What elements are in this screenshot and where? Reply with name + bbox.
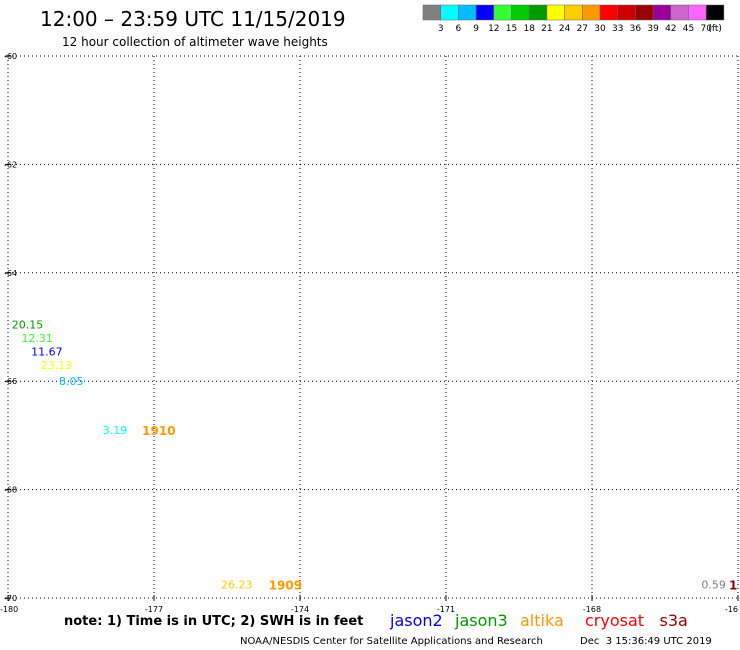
- swh-value-label: 20.15: [12, 318, 44, 331]
- footer-note: note: 1) Time is in UTC; 2) SWH is in fe…: [64, 614, 363, 629]
- colorbar-swatch: [599, 4, 618, 21]
- swh-value-label: 0.59: [701, 578, 726, 591]
- colorbar-swatch: [440, 4, 459, 21]
- y-tick-label: -62: [4, 160, 17, 169]
- y-tick-label: -70: [4, 594, 17, 603]
- colorbar-label: 45: [683, 24, 694, 34]
- swh-value-label: 3.19: [103, 424, 128, 437]
- colorbar-label: 70: [700, 24, 712, 34]
- x-tick-label: -177: [145, 605, 163, 614]
- y-tick-label: -66: [4, 377, 17, 386]
- swh-value-label: 12.31: [21, 332, 53, 345]
- colorbar-label: 15: [506, 24, 517, 34]
- colorbar-label: 30: [594, 24, 606, 34]
- colorbar-legend: 3 6 9 12 15 18 21 24 27 30 33 36 39 42 45 70(ft): [422, 4, 725, 34]
- colorbar-swatch: [670, 4, 689, 21]
- colorbar-swatch: [688, 4, 707, 21]
- pass-time-label: 1910: [142, 424, 175, 438]
- colorbar-swatch: [511, 4, 530, 21]
- colorbar-swatch: [564, 4, 583, 21]
- grid: [7, 55, 739, 599]
- axis-ticks: -60 -62 -64 -66 -68 -70 -180 -177 -174 -171 -168 -1…: [0, 52, 739, 614]
- colorbar-label: 24: [559, 24, 571, 34]
- satellite-name: s3a: [660, 611, 688, 630]
- colorbar-label: 3: [438, 24, 444, 34]
- colorbar-label: 12: [488, 24, 499, 34]
- colorbar-swatch: [458, 4, 477, 21]
- satellite-name: cryosat: [585, 611, 644, 630]
- colorbar-label: 33: [612, 24, 623, 34]
- satellite-name: jason3: [454, 611, 508, 630]
- colorbar-swatch: [546, 4, 565, 21]
- y-tick-label: -68: [4, 486, 17, 495]
- colorbar-label: 6: [456, 24, 462, 34]
- colorbar-swatch: [493, 4, 512, 21]
- colorbar-label: 39: [647, 24, 659, 34]
- colorbar-swatch: [635, 4, 654, 21]
- chart-subtitle: 12 hour collection of altimeter wave hei…: [62, 35, 328, 49]
- satellite-name: altika: [520, 611, 564, 630]
- colorbar-swatch: [617, 4, 636, 21]
- x-tick-label: -168: [583, 605, 601, 614]
- colorbar-label: 21: [541, 24, 552, 34]
- colorbar-label: 42: [665, 24, 676, 34]
- colorbar-unit: (ft): [708, 24, 722, 34]
- y-tick-label: -64: [4, 269, 17, 278]
- footer-credit: NOAA/NESDIS Center for Satellite Applica…: [240, 636, 543, 647]
- colorbar-swatch: [652, 4, 672, 21]
- colorbar-label: 27: [577, 24, 588, 34]
- swh-value-label: 8.05: [59, 375, 84, 388]
- pass-time-label: 1909: [269, 578, 302, 592]
- x-tick-label: -180: [0, 605, 18, 614]
- swh-value-label: 11.67: [31, 345, 63, 358]
- x-tick-label: -16: [725, 605, 738, 614]
- colorbar-swatch: [705, 4, 725, 21]
- colorbar-swatch: [528, 4, 548, 21]
- x-tick-label: -174: [291, 605, 309, 614]
- colorbar-label: 18: [523, 24, 535, 34]
- colorbar-swatch: [475, 4, 495, 21]
- footer-timestamp: Dec 3 15:36:49 UTC 2019: [580, 636, 712, 647]
- satellite-name: jason2: [389, 611, 443, 630]
- pass-time-label: 1: [729, 578, 737, 592]
- y-tick-label: -60: [4, 52, 17, 61]
- x-tick-label: -171: [437, 605, 455, 614]
- colorbar-label: 9: [473, 24, 479, 34]
- chart-title: 12:00 – 23:59 UTC 11/15/2019: [40, 7, 346, 31]
- satellite-legend: jason2 jason3 altika cryosat s3a: [389, 611, 688, 630]
- swh-value-label: 23.13: [41, 359, 73, 372]
- colorbar-swatch: [422, 4, 441, 21]
- colorbar-label: 36: [630, 24, 642, 34]
- swh-value-label: 26.23: [221, 578, 253, 591]
- colorbar-swatch: [582, 4, 601, 21]
